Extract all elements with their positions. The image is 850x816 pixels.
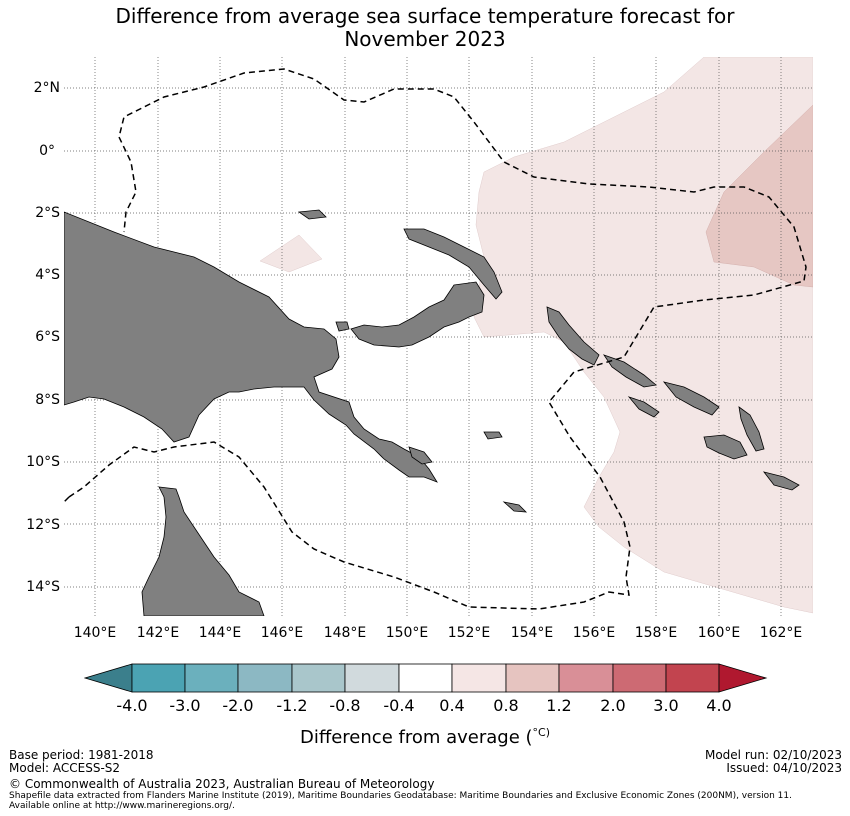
colorbar-bin-10 — [612, 663, 667, 693]
lat-label-2s: 2°S — [35, 205, 60, 221]
colorbar-bin-9 — [558, 663, 614, 693]
base-period: Base period: 1981-2018 — [9, 748, 154, 762]
lat-label-4s: 4°S — [35, 267, 60, 283]
land — [64, 209, 800, 616]
rossel — [502, 501, 528, 513]
lat-label-2n: 2°N — [33, 80, 60, 96]
lon-label-160e: 160°E — [697, 625, 741, 641]
colorbar-tick-5: -0.4 — [383, 696, 415, 715]
colorbar-extend-high — [718, 663, 768, 693]
malaita — [738, 406, 765, 452]
lon-label-152e: 152°E — [447, 625, 491, 641]
colorbar-tick-8: 1.2 — [546, 696, 572, 715]
new-georgia — [627, 396, 660, 418]
colorbar-bin-7 — [451, 663, 507, 693]
lat-label-12s: 12°S — [26, 517, 60, 533]
anomaly-region-0.4-0.8-small — [259, 234, 323, 273]
lat-label-10s: 10°S — [26, 454, 60, 470]
umboi — [335, 321, 350, 332]
colorbar-tick-1: -3.0 — [169, 696, 201, 715]
colorbar-tick-7: 0.8 — [493, 696, 519, 715]
chart-title-line1: Difference from average sea surface temp… — [115, 4, 735, 28]
colorbar-bin-11 — [665, 663, 720, 693]
cape-york — [141, 486, 265, 616]
makira — [762, 471, 800, 491]
colorbar-bin-5 — [344, 663, 400, 693]
woodlark — [483, 431, 503, 440]
colorbar-title-symbol: °C) — [532, 726, 551, 739]
bougainville — [546, 306, 600, 366]
lat-label-0: 0° — [39, 143, 55, 159]
colorbar-bin-3 — [237, 663, 293, 693]
colorbar-tick-9: 2.0 — [600, 696, 626, 715]
lon-label-148e: 148°E — [323, 625, 367, 641]
new-ireland — [403, 228, 503, 300]
colorbar-bin-6 — [398, 663, 453, 693]
model-name: Model: ACCESS-S2 — [9, 761, 121, 775]
colorbar — [84, 663, 768, 693]
lon-label-158e: 158°E — [634, 625, 678, 641]
colorbar-tick-11: 4.0 — [706, 696, 732, 715]
choiseul — [603, 354, 657, 388]
copyright: © Commonwealth of Australia 2023, Austra… — [9, 777, 435, 791]
colorbar-extend-low — [84, 663, 133, 693]
lon-label-144e: 144°E — [198, 625, 242, 641]
lat-label-6s: 6°S — [35, 329, 60, 345]
lon-label-162e: 162°E — [759, 625, 803, 641]
shapefile-credit: Shapefile data extracted from Flanders M… — [9, 791, 792, 801]
colorbar-title: Difference from average (°C) — [0, 722, 850, 749]
lon-label-154e: 154°E — [510, 625, 554, 641]
new-britain — [350, 281, 485, 348]
model-run: Model run: 02/10/2023 — [704, 748, 842, 762]
issued-date: Issued: 04/10/2023 — [726, 761, 842, 775]
colorbar-tick-0: -4.0 — [116, 696, 148, 715]
manus — [297, 209, 327, 220]
lon-label-150e: 150°E — [385, 625, 429, 641]
lon-label-140e: 140°E — [73, 625, 117, 641]
available-online: Available online at http://www.marinereg… — [9, 801, 235, 811]
new-guinea — [64, 211, 438, 483]
colorbar-tick-10: 3.0 — [653, 696, 679, 715]
eez-boundary-south — [64, 496, 70, 503]
colorbar-tick-4: -0.8 — [329, 696, 361, 715]
eez-boundary — [68, 68, 807, 610]
dentrecasteaux — [408, 446, 433, 465]
colorbar-bin-8 — [505, 663, 560, 693]
lon-label-146e: 146°E — [260, 625, 304, 641]
lon-label-142e: 142°E — [136, 625, 180, 641]
chart-title-line2: November 2023 — [344, 27, 506, 51]
anomaly-region-0.8-1.2 — [705, 104, 813, 288]
santa-isabel — [662, 381, 720, 416]
colorbar-title-text: Difference from average ( — [299, 727, 533, 748]
colorbar-bin-4 — [291, 663, 346, 693]
colorbar-bin-1 — [131, 663, 186, 693]
lon-label-156e: 156°E — [572, 625, 616, 641]
lat-label-8s: 8°S — [35, 392, 60, 408]
colorbar-tick-6: 0.4 — [439, 696, 465, 715]
colorbar-bin-2 — [184, 663, 239, 693]
lat-label-14s: 14°S — [26, 579, 60, 595]
map — [64, 57, 813, 616]
colorbar-tick-2: -2.0 — [222, 696, 254, 715]
guadalcanal — [703, 434, 748, 460]
colorbar-tick-3: -1.2 — [276, 696, 308, 715]
